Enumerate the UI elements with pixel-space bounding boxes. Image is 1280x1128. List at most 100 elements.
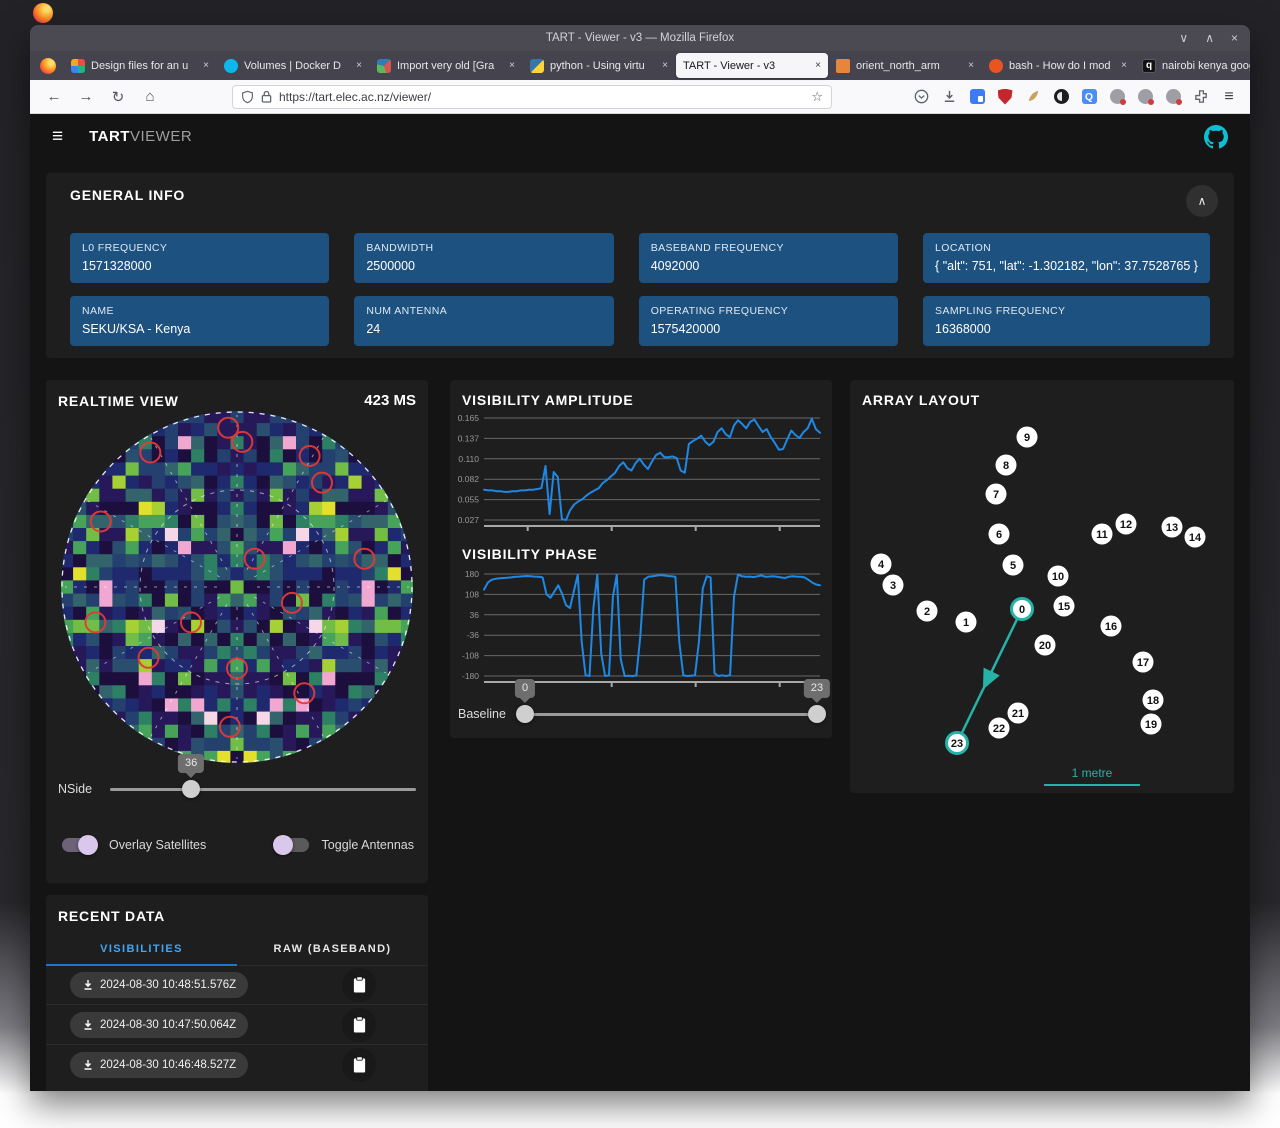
- dark-extension-icon[interactable]: [1052, 88, 1070, 106]
- extension-gray-3-icon[interactable]: [1164, 88, 1182, 106]
- antenna-marker[interactable]: 5: [1002, 554, 1024, 576]
- antenna-marker[interactable]: 0: [1010, 597, 1034, 621]
- collapse-panel-button[interactable]: ∧: [1186, 185, 1218, 217]
- firefox-icon[interactable]: [40, 57, 56, 74]
- antenna-marker[interactable]: 14: [1184, 526, 1206, 548]
- antenna-marker[interactable]: 11: [1091, 523, 1113, 545]
- toggle-thumb[interactable]: [78, 835, 98, 855]
- baseline-max-handle[interactable]: [808, 705, 826, 723]
- folder-icon: [836, 58, 850, 73]
- nside-slider-handle[interactable]: [182, 780, 201, 798]
- antenna-marker[interactable]: 1: [955, 611, 977, 633]
- reload-button[interactable]: ↻: [111, 88, 125, 106]
- info-cards-grid: L0 FREQUENCY 1571328000 BANDWIDTH 2500000 …: [70, 233, 1210, 346]
- ublock-icon[interactable]: [996, 88, 1014, 106]
- antenna-marker[interactable]: 21: [1007, 702, 1029, 724]
- download-icon: [84, 979, 92, 990]
- clipboard-icon: [353, 1016, 365, 1033]
- copy-to-clipboard-button[interactable]: [342, 967, 376, 1002]
- app-menu-icon[interactable]: ≡: [1224, 87, 1234, 105]
- antenna-marker[interactable]: 23: [945, 731, 969, 755]
- tab-nairobi-search[interactable]: q nairobi kenya googl ×: [1135, 53, 1250, 78]
- svg-text:9: 9: [1024, 432, 1030, 444]
- maximize-button[interactable]: ∧: [1205, 31, 1214, 45]
- info-card-baseband-frequency: BASEBAND FREQUENCY 4092000: [638, 233, 899, 283]
- tab-close-icon[interactable]: ×: [509, 60, 515, 71]
- back-button[interactable]: ←: [46, 88, 62, 105]
- tab-raw-baseband[interactable]: RAW (BASEBAND): [273, 943, 392, 955]
- recent-data-panel: RECENT DATA VISIBILITIES RAW (BASEBAND) …: [46, 895, 428, 1091]
- antenna-marker[interactable]: 7: [985, 483, 1007, 505]
- antenna-marker[interactable]: 13: [1161, 516, 1183, 538]
- firefox-icon[interactable]: [33, 3, 53, 23]
- overlay-satellites-toggle[interactable]: Overlay Satellites: [60, 835, 206, 855]
- toggle-thumb[interactable]: [272, 835, 293, 855]
- downloads-icon[interactable]: [940, 88, 958, 106]
- chevron-up-icon: ∧: [1197, 194, 1207, 208]
- tab-orient-north-arm[interactable]: orient_north_arm ×: [829, 53, 981, 78]
- info-card-bandwidth: BANDWIDTH 2500000: [354, 233, 614, 283]
- antenna-marker[interactable]: 12: [1115, 513, 1137, 535]
- download-visibility-button[interactable]: 2024-08-30 10:46:48.527Z: [70, 1051, 249, 1078]
- tab-design-files[interactable]: Design files for an u ×: [64, 53, 216, 78]
- extension-privacy-icon[interactable]: [968, 88, 986, 106]
- antenna-marker[interactable]: 19: [1140, 713, 1162, 735]
- antenna-marker[interactable]: 10: [1047, 565, 1069, 587]
- general-info-panel: GENERAL INFO ∧ L0 FREQUENCY 1571328000 BA…: [46, 173, 1234, 358]
- antenna-marker[interactable]: 9: [1016, 426, 1038, 448]
- nside-slider[interactable]: 36: [110, 754, 416, 799]
- tab-python[interactable]: python - Using virtu ×: [523, 53, 675, 78]
- antenna-marker[interactable]: 6: [988, 523, 1010, 545]
- feather-extension-icon[interactable]: [1024, 88, 1042, 106]
- qwant-extension-icon[interactable]: Q: [1080, 88, 1098, 106]
- tab-close-icon[interactable]: ×: [662, 60, 668, 71]
- baseline-min-handle[interactable]: [516, 705, 534, 723]
- general-info-title: GENERAL INFO: [70, 187, 186, 203]
- copy-to-clipboard-button[interactable]: [342, 1007, 376, 1042]
- toggle-antennas-toggle[interactable]: Toggle Antennas: [272, 835, 414, 855]
- url-bar[interactable]: https://tart.elec.ac.nz/viewer/ ☆: [232, 84, 832, 109]
- github-icon[interactable]: [1204, 125, 1228, 149]
- tab-close-icon[interactable]: ×: [968, 60, 974, 71]
- extension-gray-1-icon[interactable]: [1108, 88, 1126, 106]
- antenna-marker[interactable]: 8: [995, 454, 1017, 476]
- extension-gray-2-icon[interactable]: [1136, 88, 1154, 106]
- tab-close-icon[interactable]: ×: [815, 60, 821, 71]
- tab-docker-volumes[interactable]: Volumes | Docker D ×: [217, 53, 369, 78]
- tab-tart-viewer[interactable]: TART - Viewer - v3 ×: [676, 53, 828, 78]
- antenna-marker[interactable]: 17: [1132, 651, 1154, 673]
- pocket-icon[interactable]: [912, 88, 930, 106]
- baseline-slider-row: Baseline 0 23: [458, 679, 831, 726]
- tab-visibilities[interactable]: VISIBILITIES: [46, 933, 237, 966]
- minimize-button[interactable]: ∨: [1179, 31, 1189, 45]
- download-visibility-button[interactable]: 2024-08-30 10:48:51.576Z: [70, 971, 249, 998]
- realtime-view-panel: REALTIME VIEW 423 MS NSide 36 Overlay Sa…: [46, 380, 428, 883]
- antenna-marker[interactable]: 20: [1034, 634, 1056, 656]
- tab-bash-question[interactable]: bash - How do I mod ×: [982, 53, 1134, 78]
- home-button[interactable]: ⌂: [145, 88, 155, 105]
- antenna-marker[interactable]: 22: [988, 717, 1010, 739]
- antenna-marker[interactable]: 16: [1100, 615, 1122, 637]
- tab-close-icon[interactable]: ×: [203, 60, 209, 71]
- svg-text:14: 14: [1189, 532, 1202, 544]
- close-button[interactable]: ×: [1230, 31, 1238, 45]
- antenna-marker[interactable]: 3: [882, 574, 904, 596]
- window-titlebar[interactable]: TART - Viewer - v3 — Mozilla Firefox ∨ ∧…: [30, 25, 1250, 51]
- copy-to-clipboard-button[interactable]: [342, 1047, 376, 1082]
- antenna-marker[interactable]: 4: [870, 553, 892, 575]
- download-visibility-button[interactable]: 2024-08-30 10:47:50.064Z: [70, 1011, 249, 1038]
- bookmark-star-icon[interactable]: ☆: [811, 88, 823, 104]
- antenna-marker[interactable]: 15: [1053, 595, 1075, 617]
- puzzle-extensions-icon[interactable]: [1192, 88, 1210, 106]
- tab-close-icon[interactable]: ×: [1121, 60, 1127, 71]
- tab-import[interactable]: Import very old [Gra ×: [370, 53, 522, 78]
- tab-close-icon[interactable]: ×: [356, 60, 362, 71]
- baseline-range-slider[interactable]: 0 23: [514, 679, 831, 724]
- shield-icon[interactable]: [241, 90, 254, 104]
- antenna-marker[interactable]: 2: [916, 600, 938, 622]
- antenna-marker[interactable]: 18: [1142, 689, 1164, 711]
- svg-text:23: 23: [951, 738, 963, 750]
- forward-button[interactable]: →: [78, 88, 94, 105]
- url-text[interactable]: https://tart.elec.ac.nz/viewer/: [279, 89, 432, 104]
- hamburger-menu-icon[interactable]: ≡: [52, 126, 64, 147]
